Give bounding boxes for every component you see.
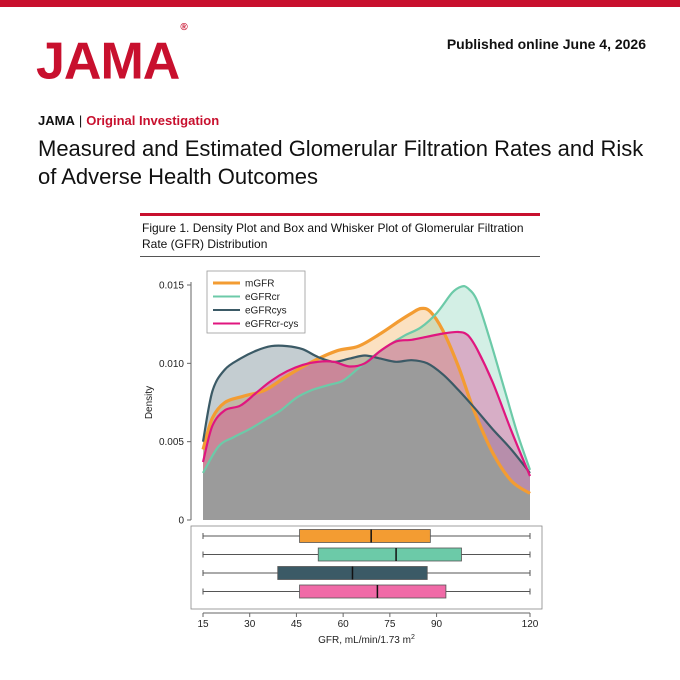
journal-name: JAMA [38,113,75,128]
legend-label-eGFRcr-cys: eGFRcr-cys [245,319,298,330]
x-tick-label: 60 [338,619,350,630]
logo-registered-mark: ® [180,22,188,33]
box-mGFR [299,529,431,543]
figure-title-rule [140,256,540,257]
top-brand-bar [0,0,680,7]
box-eGFRcr [317,547,462,562]
article-kicker: JAMA | Original Investigation [38,113,219,128]
x-tick-label: 15 [197,619,209,630]
box-eGFRcr-cys [299,584,447,599]
legend-label-eGFRcr: eGFRcr [245,292,281,303]
kicker-separator: | [78,113,83,128]
published-date: Published online June 4, 2026 [446,36,646,52]
density-line-eGFRcys [201,344,531,474]
x-tick-label: 45 [291,619,303,630]
jama-logo: JAMA® [36,22,188,91]
figure-title: Figure 1. Density Plot and Box and Whisk… [142,221,524,251]
boxplot-panel [190,525,543,610]
x-tick-label: 30 [244,619,256,630]
x-axis-label-superscript: 2 [411,634,415,641]
section-label: Original Investigation [86,113,220,128]
density-overlap-area [203,357,530,520]
density-line-eGFRcr-cys [201,330,532,477]
x-tick-label: 90 [431,619,443,630]
y-tick-label: 0.005 [159,437,184,448]
x-tick-label: 75 [384,619,396,630]
y-tick-label: 0 [178,516,184,527]
y-axis-label: Density [144,386,155,419]
figure-top-rule [140,213,540,216]
legend-label-mGFR: mGFR [245,279,274,290]
y-tick-label: 0.010 [159,359,184,370]
x-tick-label: 120 [522,619,539,630]
legend-label-eGFRcys: eGFRcys [245,306,287,317]
y-tick-label: 0.015 [159,281,184,292]
logo-text: JAMA [36,32,180,91]
article-title: Measured and Estimated Glomerular Filtra… [38,136,644,189]
x-axis-label: GFR, mL/min/1.73 m2 [318,634,415,646]
